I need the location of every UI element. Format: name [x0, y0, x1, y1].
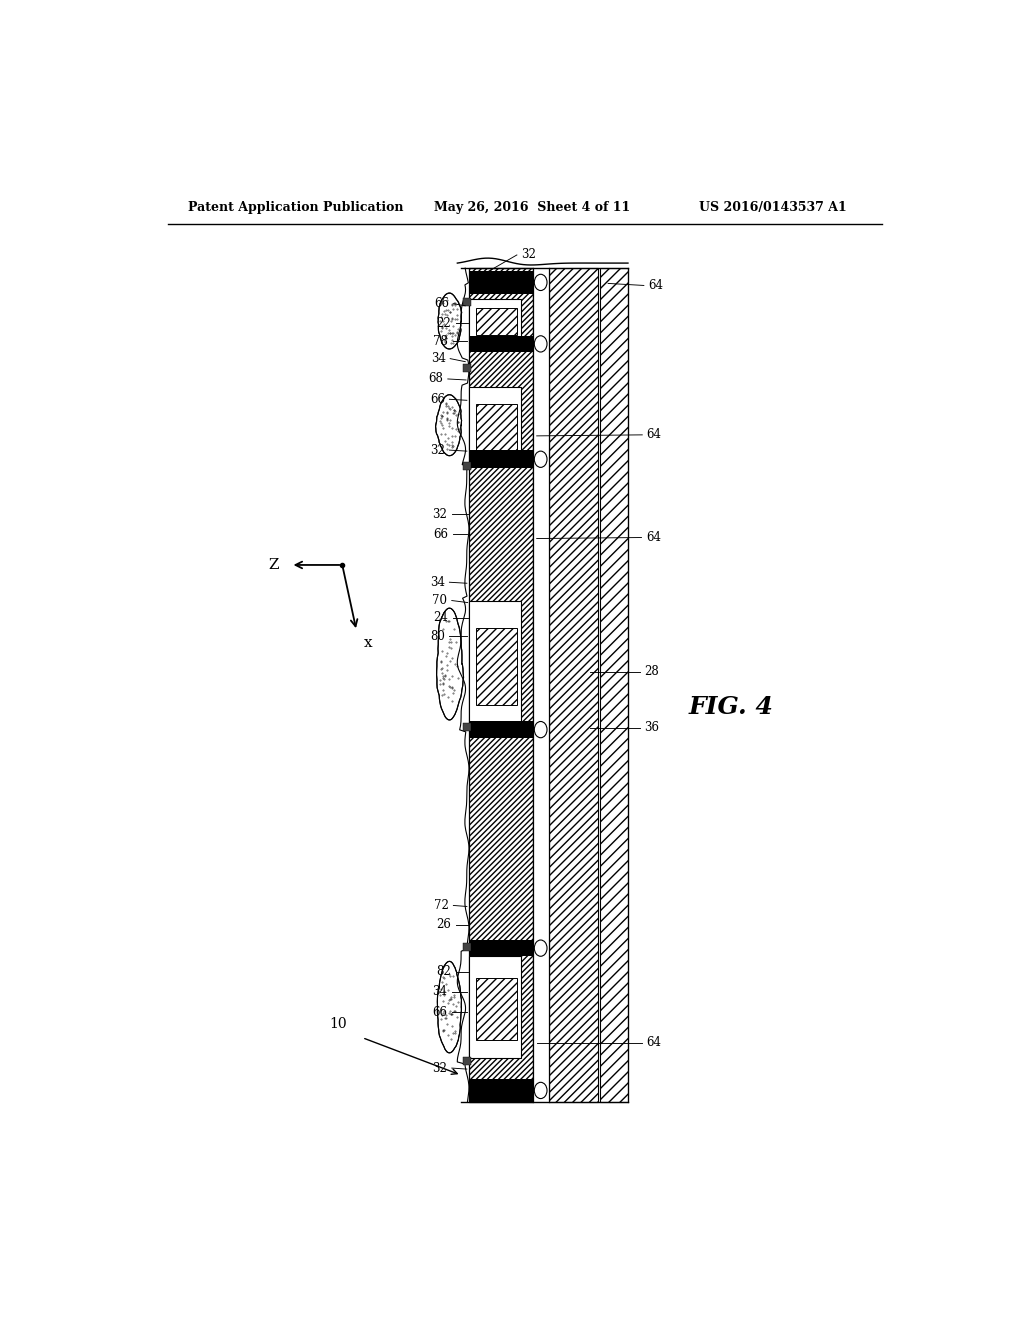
Bar: [475, 978, 517, 1040]
Bar: [469, 722, 532, 738]
Text: 64: 64: [646, 531, 660, 544]
Circle shape: [535, 335, 547, 352]
Text: 32: 32: [430, 444, 445, 457]
Bar: [469, 450, 532, 469]
Bar: [463, 364, 471, 372]
Text: May 26, 2016  Sheet 4 of 11: May 26, 2016 Sheet 4 of 11: [433, 201, 630, 214]
Circle shape: [535, 451, 547, 467]
Text: Z: Z: [268, 558, 279, 572]
Text: 32: 32: [521, 248, 537, 261]
Text: US 2016/0143537 A1: US 2016/0143537 A1: [699, 201, 847, 214]
Text: 64: 64: [647, 1036, 662, 1049]
Circle shape: [535, 275, 547, 290]
Polygon shape: [438, 293, 462, 348]
Polygon shape: [435, 395, 462, 455]
Text: 66: 66: [430, 393, 445, 405]
Bar: [463, 297, 471, 306]
Text: 66: 66: [433, 528, 449, 541]
Text: 82: 82: [436, 965, 452, 978]
Bar: [469, 298, 521, 343]
Text: 64: 64: [648, 279, 664, 292]
Text: Patent Application Publication: Patent Application Publication: [187, 201, 403, 214]
Text: 36: 36: [644, 721, 659, 734]
Text: 68: 68: [428, 372, 443, 385]
Text: 32: 32: [432, 508, 447, 520]
Bar: [469, 940, 532, 956]
Bar: [475, 628, 517, 705]
Text: 78: 78: [433, 335, 449, 348]
Bar: [469, 601, 521, 727]
Bar: [463, 462, 471, 470]
Bar: [463, 942, 471, 952]
Text: 24: 24: [433, 611, 449, 624]
Bar: [469, 271, 532, 293]
Polygon shape: [437, 961, 462, 1053]
Bar: [475, 404, 517, 450]
Circle shape: [535, 722, 547, 738]
Bar: [469, 337, 532, 351]
Text: 66: 66: [434, 297, 449, 310]
Bar: [600, 268, 628, 1102]
Circle shape: [535, 940, 547, 956]
Circle shape: [535, 1082, 547, 1098]
Text: FIG. 4: FIG. 4: [689, 696, 773, 719]
Text: 22: 22: [436, 317, 452, 330]
Text: 34: 34: [430, 576, 445, 589]
Bar: [469, 956, 521, 1057]
Bar: [549, 268, 598, 1102]
Polygon shape: [436, 609, 464, 719]
Bar: [463, 1057, 471, 1065]
Text: 66: 66: [432, 1006, 447, 1019]
Bar: [469, 387, 521, 463]
Text: 80: 80: [430, 630, 445, 643]
Text: 72: 72: [434, 899, 449, 912]
Bar: [475, 309, 517, 335]
Bar: [469, 1080, 532, 1102]
Bar: [463, 722, 471, 731]
Text: 28: 28: [644, 665, 659, 678]
Text: 32: 32: [432, 1061, 447, 1074]
Bar: [532, 268, 549, 1102]
Text: 34: 34: [432, 985, 447, 998]
Text: x: x: [365, 636, 373, 651]
Text: 10: 10: [330, 1018, 347, 1031]
Bar: [469, 268, 532, 1102]
Text: 26: 26: [436, 919, 452, 932]
Text: 34: 34: [431, 352, 445, 366]
Text: 64: 64: [647, 429, 662, 441]
Text: 70: 70: [432, 594, 447, 607]
